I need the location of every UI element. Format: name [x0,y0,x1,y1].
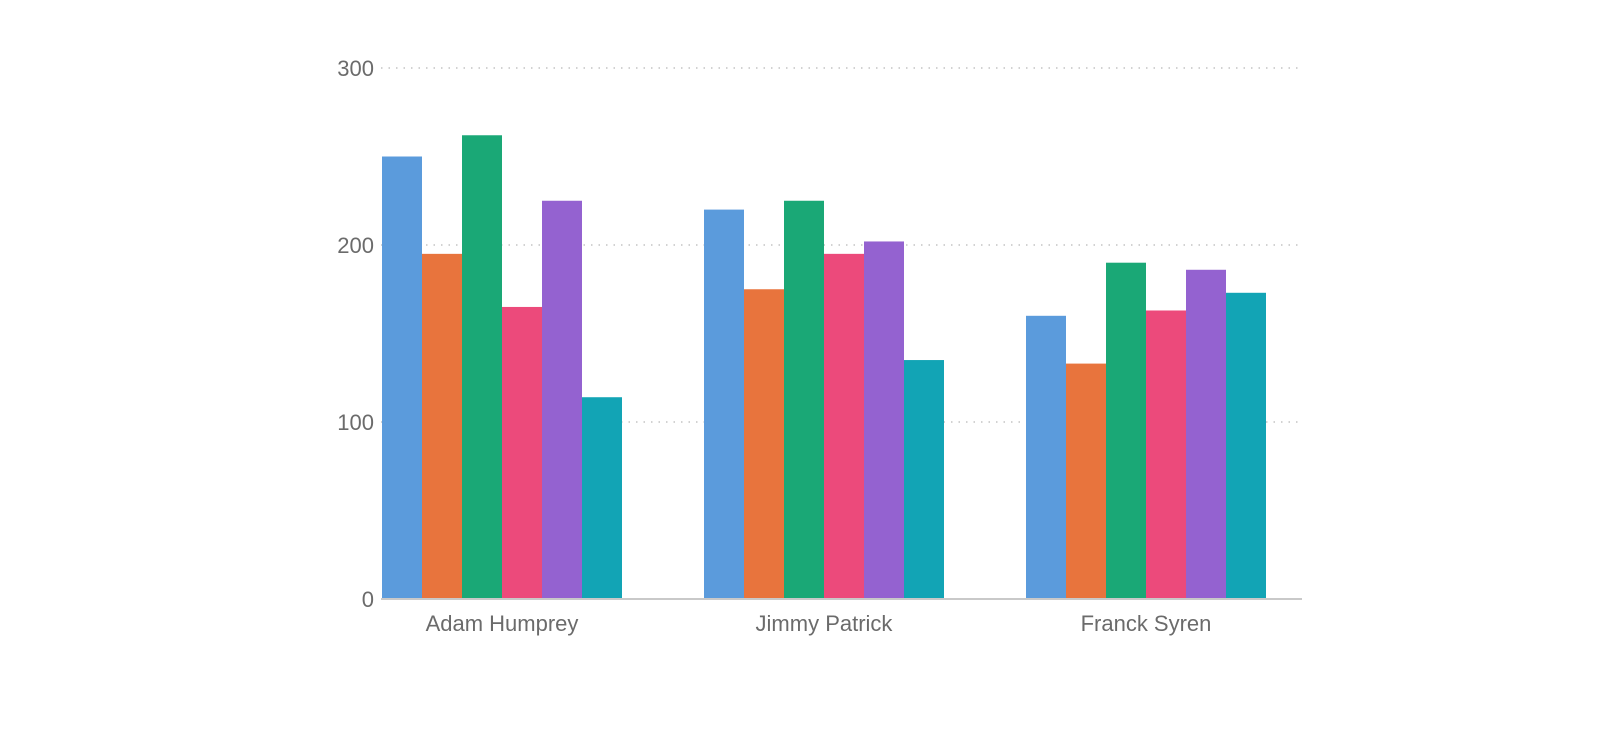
bar[interactable] [1226,292,1266,599]
bar[interactable] [824,253,864,599]
bar[interactable] [1106,262,1146,599]
bar[interactable] [864,241,904,599]
y-tick-label: 200 [337,233,374,258]
x-tick-label: Jimmy Patrick [756,611,894,636]
y-tick-label: 0 [362,587,374,612]
x-tick-label: Adam Humprey [426,611,579,636]
bar[interactable] [1066,363,1106,599]
bars-layer [382,135,1266,599]
bar-group [1026,262,1266,599]
axis-layer: 0 100 200 300 Adam Humprey Jimmy Patrick Franc… [337,56,1302,636]
bar[interactable] [422,253,462,599]
bar[interactable] [462,135,502,599]
bar[interactable] [542,200,582,599]
bar[interactable] [904,360,944,599]
bar[interactable] [1146,310,1186,599]
bar-group [382,135,622,599]
bar[interactable] [1186,269,1226,599]
bar-group [704,200,944,599]
bar[interactable] [1026,315,1066,599]
bar[interactable] [582,397,622,599]
bar[interactable] [502,306,542,599]
bar[interactable] [382,156,422,600]
bar[interactable] [744,289,784,599]
bar[interactable] [704,209,744,599]
bar[interactable] [784,200,824,599]
x-tick-label: Franck Syren [1081,611,1212,636]
y-tick-label: 100 [337,410,374,435]
y-tick-label: 300 [337,56,374,81]
